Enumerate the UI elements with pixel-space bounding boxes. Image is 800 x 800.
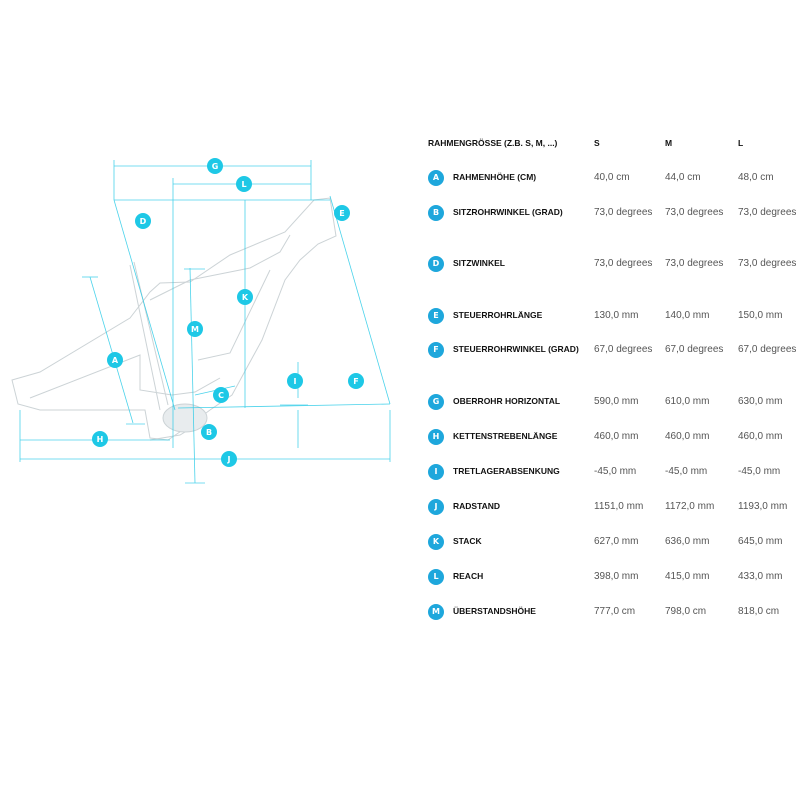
row-label: SITZWINKEL <box>453 258 505 268</box>
row-label: ÜBERSTANDSHÖHE <box>453 606 536 616</box>
row-badge: A <box>428 170 444 186</box>
row-value-l: 73,0 degrees <box>738 258 797 269</box>
row-value-m: 415,0 mm <box>665 571 710 582</box>
badge-a-label: A <box>112 356 119 365</box>
bike-frame-geometry-diagram: G L D E K M A C I F B H J <box>11 158 391 484</box>
row-badge: I <box>428 464 444 480</box>
row-label: SITZROHRWINKEL (GRAD) <box>453 207 563 217</box>
badge-j-label: J <box>227 455 231 464</box>
size-column-header: RAHMENGRÖSSE (Z.B. S, M, ...) <box>428 138 558 148</box>
row-value-l: 73,0 degrees <box>738 207 797 218</box>
row-value-m: 636,0 mm <box>665 536 710 547</box>
row-badge: K <box>428 534 444 550</box>
row-value-s: 130,0 mm <box>594 310 639 321</box>
row-value-m: 798,0 cm <box>665 606 707 617</box>
row-value-s: 67,0 degrees <box>594 344 653 355</box>
row-value-m: -45,0 mm <box>665 466 708 477</box>
badge-e: E <box>334 205 350 221</box>
row-badge: J <box>428 499 444 515</box>
row-value-l: 1193,0 mm <box>738 501 788 512</box>
badge-b: B <box>201 424 217 440</box>
row-value-l: 630,0 mm <box>738 396 783 407</box>
badge-a: A <box>107 352 123 368</box>
row-value-s: 627,0 mm <box>594 536 639 547</box>
badge-k-label: K <box>242 293 249 302</box>
row-value-s: 398,0 mm <box>594 571 639 582</box>
row-value-l: 67,0 degrees <box>738 344 797 355</box>
badge-b-label: B <box>206 428 212 437</box>
row-badge: H <box>428 429 444 445</box>
badge-c: C <box>213 387 229 403</box>
row-badge: E <box>428 308 444 324</box>
row-label: TRETLAGERABSENKUNG <box>453 466 560 476</box>
badge-j: J <box>221 451 237 467</box>
row-value-l: 818,0 cm <box>738 606 780 617</box>
row-badge: F <box>428 342 444 358</box>
row-value-m: 67,0 degrees <box>665 344 724 355</box>
badge-g: G <box>207 158 223 174</box>
badge-g-label: G <box>212 162 219 171</box>
row-badge: M <box>428 604 444 620</box>
badge-l: L <box>236 176 252 192</box>
row-value-l: 645,0 mm <box>738 536 783 547</box>
row-label: STEUERROHRWINKEL (GRAD) <box>453 344 579 354</box>
row-value-l: 460,0 mm <box>738 431 783 442</box>
row-value-l: 48,0 cm <box>738 172 774 183</box>
row-label: RAHMENHÖHE (CM) <box>453 172 537 182</box>
badge-e-label: E <box>339 209 344 218</box>
badge-l-label: L <box>241 180 246 189</box>
badge-m-label: M <box>191 325 199 334</box>
row-value-s: 40,0 cm <box>594 172 630 183</box>
size-m-header: M <box>665 138 673 148</box>
row-value-s: 73,0 degrees <box>594 258 653 269</box>
diagram-badges: G L D E K M A C I F B H J <box>92 158 364 467</box>
row-value-m: 44,0 cm <box>665 172 701 183</box>
row-badge: L <box>428 569 444 585</box>
row-label: REACH <box>453 571 484 581</box>
row-value-m: 140,0 mm <box>665 310 710 321</box>
row-value-s: 1151,0 mm <box>594 501 644 512</box>
row-badge: D <box>428 256 444 272</box>
badge-k: K <box>237 289 253 305</box>
row-value-s: 590,0 mm <box>594 396 639 407</box>
badge-f: F <box>348 373 364 389</box>
badge-d: D <box>135 213 151 229</box>
badge-h: H <box>92 431 108 447</box>
row-badge: G <box>428 394 444 410</box>
badge-c-label: C <box>218 391 224 400</box>
row-value-l: 433,0 mm <box>738 571 783 582</box>
row-value-s: 460,0 mm <box>594 431 639 442</box>
badge-d-label: D <box>140 217 147 226</box>
row-label: STACK <box>453 536 482 546</box>
row-badge: B <box>428 205 444 221</box>
size-s-header: S <box>594 138 600 148</box>
row-value-m: 73,0 degrees <box>665 258 724 269</box>
row-value-m: 460,0 mm <box>665 431 710 442</box>
row-label: RADSTAND <box>453 501 501 511</box>
row-value-m: 610,0 mm <box>665 396 710 407</box>
row-value-m: 73,0 degrees <box>665 207 724 218</box>
badge-i-label: I <box>294 377 297 386</box>
row-value-m: 1172,0 mm <box>665 501 715 512</box>
badge-m: M <box>187 321 203 337</box>
row-value-s: -45,0 mm <box>594 466 637 477</box>
row-value-s: 73,0 degrees <box>594 207 653 218</box>
badge-i: I <box>287 373 303 389</box>
row-label: STEUERROHRLÄNGE <box>453 310 543 320</box>
row-label: OBERROHR HORIZONTAL <box>453 396 561 406</box>
size-l-header: L <box>738 138 744 148</box>
frame-outline <box>11 197 337 441</box>
dimension-lines <box>19 160 391 484</box>
row-label: KETTENSTREBENLÄNGE <box>453 431 558 441</box>
badge-h-label: H <box>97 435 104 444</box>
row-value-l: 150,0 mm <box>738 310 783 321</box>
row-value-s: 777,0 cm <box>594 606 636 617</box>
row-value-l: -45,0 mm <box>738 466 781 477</box>
badge-f-label: F <box>353 377 358 386</box>
